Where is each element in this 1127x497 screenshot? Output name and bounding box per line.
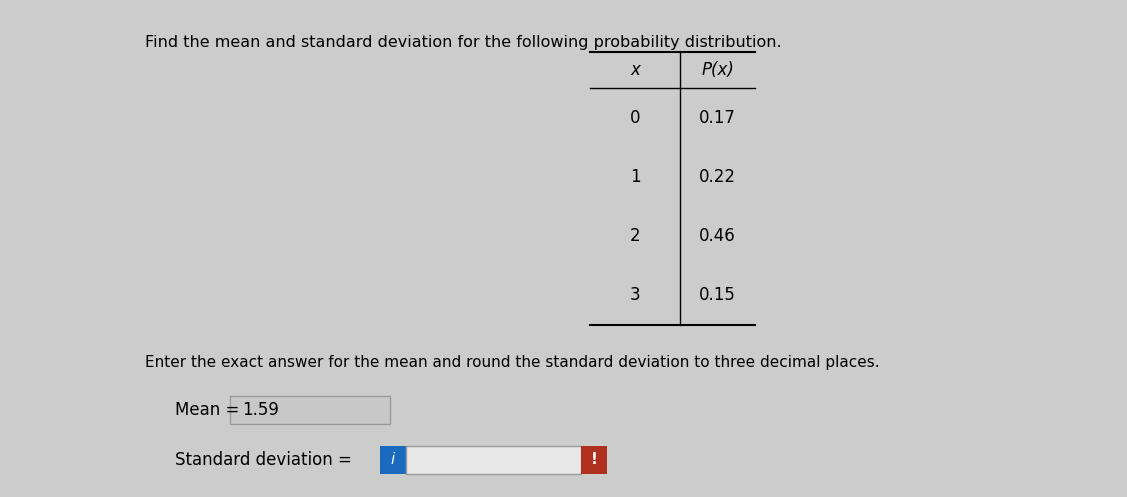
Text: Mean =: Mean = [175,401,245,419]
Bar [406,446,582,474]
Text: 0: 0 [630,109,640,127]
Text: 0.17: 0.17 [699,109,736,127]
Text: 2: 2 [630,227,640,245]
Text: x: x [630,61,640,79]
Bar [230,396,390,424]
Text: Find the mean and standard deviation for the following probability distribution.: Find the mean and standard deviation for… [145,35,782,50]
Text: P(x): P(x) [701,61,734,79]
Bar [582,446,607,474]
Text: 3: 3 [630,286,640,304]
Bar [380,446,406,474]
Text: !: ! [591,452,597,468]
Text: 0.22: 0.22 [699,168,736,186]
Text: 1.59: 1.59 [242,401,278,419]
Text: Enter the exact answer for the mean and round the standard deviation to three de: Enter the exact answer for the mean and … [145,355,880,370]
Text: i: i [391,452,396,468]
Text: 1: 1 [630,168,640,186]
Text: 0.15: 0.15 [699,286,736,304]
Text: Standard deviation =: Standard deviation = [175,451,357,469]
Text: 0.46: 0.46 [699,227,736,245]
